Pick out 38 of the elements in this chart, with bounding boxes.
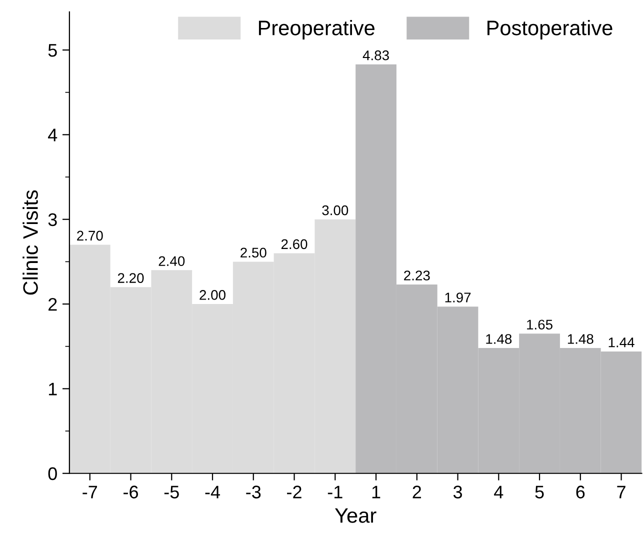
- data-label: 1.48: [486, 334, 512, 344]
- data-label: 2.40: [158, 256, 185, 266]
- legend-label: Postoperative: [488, 20, 612, 40]
- data-label: 2.23: [404, 270, 430, 280]
- y-tick-label: 1: [48, 382, 57, 396]
- data-label: 2.60: [281, 239, 308, 250]
- y-tick-label: 5: [48, 44, 57, 57]
- data-label: 4.83: [362, 50, 389, 60]
- x-tick-label: -3: [246, 486, 261, 498]
- data-label: 2.70: [77, 230, 103, 241]
- x-tick-label: -7: [82, 486, 98, 498]
- data-label: 2.20: [118, 273, 144, 283]
- data-label: 3.00: [322, 205, 348, 216]
- x-tick-label: 3: [453, 486, 462, 498]
- data-label: 1.44: [608, 338, 634, 348]
- x-tick-label: -4: [205, 486, 220, 498]
- x-tick-label: 6: [576, 486, 585, 498]
- x-tick-label: -2: [287, 486, 302, 498]
- x-tick-label: 5: [535, 486, 544, 498]
- x-tick-label: 4: [494, 486, 504, 498]
- y-tick-label: 0: [48, 467, 57, 480]
- data-label: 1.48: [568, 334, 594, 344]
- legend-label: Preoperative: [258, 20, 374, 40]
- x-tick-label: 1: [372, 486, 380, 498]
- x-tick-label: 7: [617, 486, 626, 498]
- x-tick-label: 2: [412, 486, 422, 498]
- y-tick-label: 4: [48, 128, 58, 142]
- y-axis-title: Clinic Visits: [22, 190, 38, 295]
- y-tick-label: 3: [48, 213, 57, 226]
- x-tick-label: -1: [328, 486, 342, 498]
- data-label: 1.97: [445, 292, 471, 302]
- x-axis-title: Year: [334, 508, 376, 523]
- data-label: 2.50: [240, 248, 266, 258]
- x-tick-label: -5: [164, 486, 179, 498]
- data-label: 2.00: [200, 290, 226, 300]
- data-label: 1.65: [527, 320, 552, 330]
- x-tick-label: -6: [124, 486, 138, 498]
- y-tick-label: 2: [48, 298, 57, 311]
